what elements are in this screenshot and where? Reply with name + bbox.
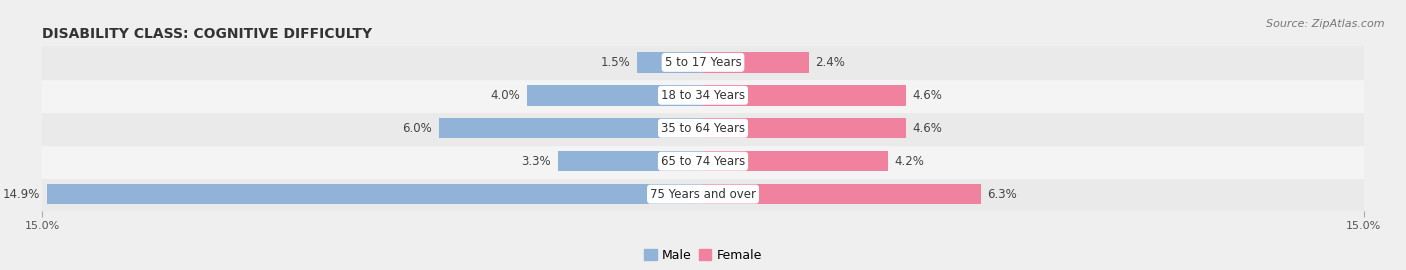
Bar xyxy=(46,184,703,204)
Text: 4.6%: 4.6% xyxy=(912,89,942,102)
Text: 18 to 34 Years: 18 to 34 Years xyxy=(661,89,745,102)
Text: 1.5%: 1.5% xyxy=(600,56,630,69)
Text: 14.9%: 14.9% xyxy=(3,188,39,201)
Text: DISABILITY CLASS: COGNITIVE DIFFICULTY: DISABILITY CLASS: COGNITIVE DIFFICULTY xyxy=(42,26,373,40)
Bar xyxy=(703,118,905,139)
Text: 3.3%: 3.3% xyxy=(522,155,551,168)
Bar xyxy=(42,79,1364,112)
Bar xyxy=(527,85,703,106)
Text: 6.3%: 6.3% xyxy=(987,188,1017,201)
Bar xyxy=(703,184,980,204)
Bar xyxy=(703,151,889,171)
Bar xyxy=(42,46,1364,79)
Text: 2.4%: 2.4% xyxy=(815,56,845,69)
Bar xyxy=(439,118,703,139)
Bar xyxy=(42,178,1364,211)
Bar xyxy=(42,145,1364,178)
Text: 65 to 74 Years: 65 to 74 Years xyxy=(661,155,745,168)
Bar xyxy=(703,85,905,106)
Text: 6.0%: 6.0% xyxy=(402,122,432,135)
Legend: Male, Female: Male, Female xyxy=(640,244,766,267)
Bar xyxy=(637,52,703,73)
Text: 35 to 64 Years: 35 to 64 Years xyxy=(661,122,745,135)
Text: 4.2%: 4.2% xyxy=(894,155,925,168)
Bar xyxy=(558,151,703,171)
Text: 4.0%: 4.0% xyxy=(491,89,520,102)
Bar xyxy=(703,52,808,73)
Text: 75 Years and over: 75 Years and over xyxy=(650,188,756,201)
Text: 4.6%: 4.6% xyxy=(912,122,942,135)
Text: 5 to 17 Years: 5 to 17 Years xyxy=(665,56,741,69)
Text: Source: ZipAtlas.com: Source: ZipAtlas.com xyxy=(1267,19,1385,29)
Bar xyxy=(42,112,1364,145)
